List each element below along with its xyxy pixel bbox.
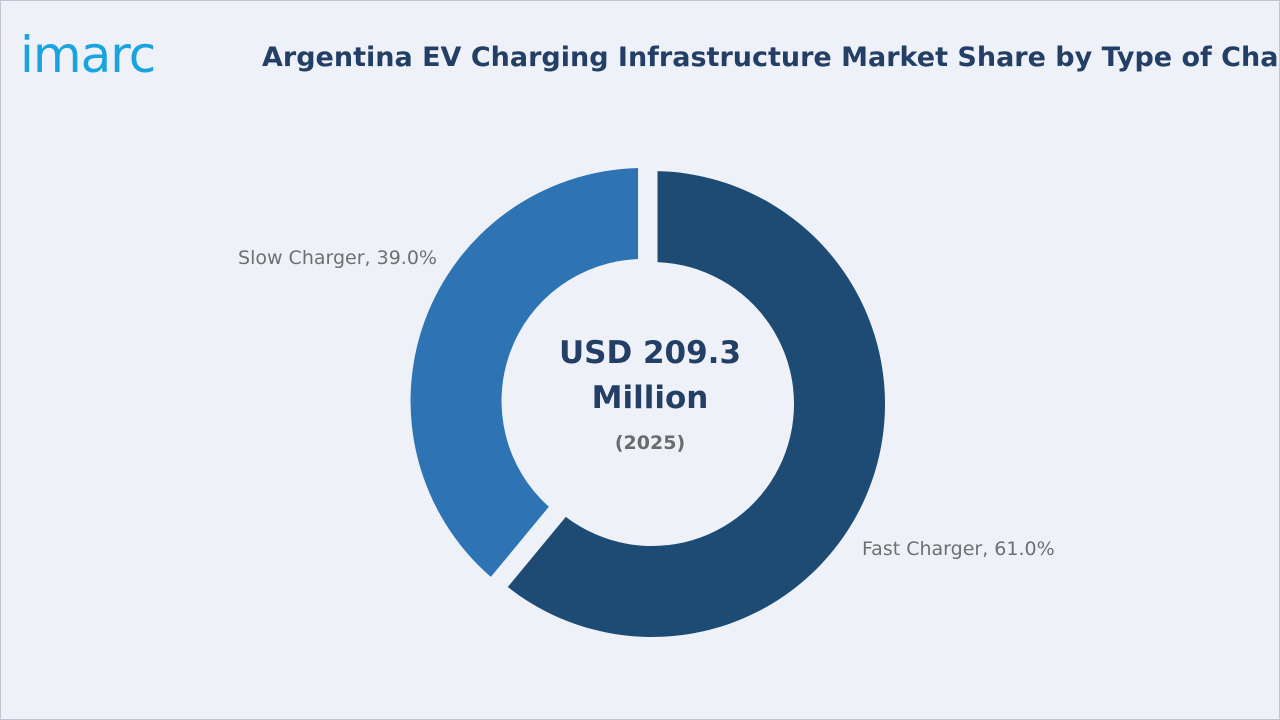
logo-text: imarc: [20, 26, 155, 82]
slice-label-fast-charger: Fast Charger, 61.0%: [862, 538, 1055, 560]
donut-slices: [410, 168, 885, 638]
center-year: (2025): [615, 432, 685, 454]
center-value-line2: Million: [592, 380, 709, 416]
chart-title: Argentina EV Charging Infrastructure Mar…: [262, 42, 1280, 73]
imarc-logo: imarc: [20, 12, 210, 86]
imarc-logo-icon: imarc: [20, 26, 156, 84]
slice-label-slow-charger: Slow Charger, 39.0%: [238, 247, 437, 269]
center-value-line1: USD 209.3: [559, 335, 741, 371]
donut-slice-slow-charger: [410, 168, 639, 577]
donut-slice-fast-charger: [507, 171, 885, 638]
